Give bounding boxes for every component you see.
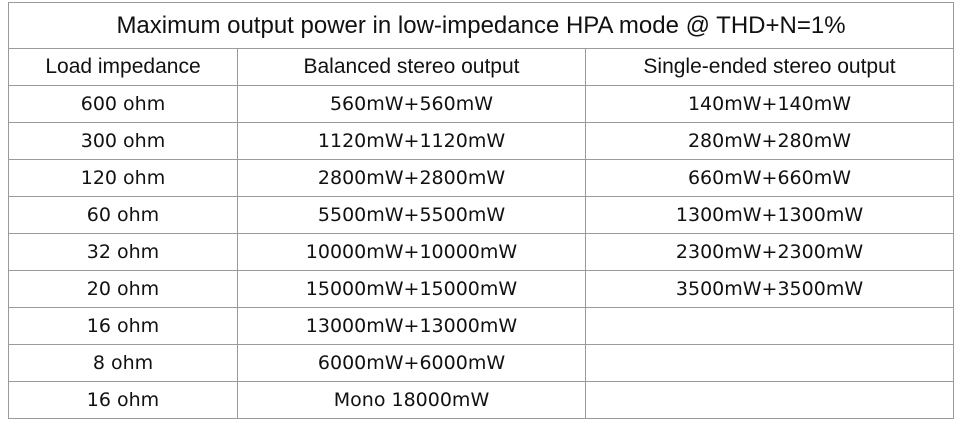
table-cell: 2300mW+2300mW: [585, 233, 954, 271]
table-cell: 5500mW+5500mW: [237, 196, 586, 234]
empty-cell: [585, 381, 954, 419]
table-cell: Mono 18000mW: [237, 381, 586, 419]
table-row: 16 ohm Mono 18000mW: [8, 381, 954, 419]
table-row: 20 ohm 15000mW+15000mW 3500mW+3500mW: [8, 270, 954, 308]
table-cell: 600 ohm: [8, 85, 238, 123]
table-cell: 16 ohm: [8, 307, 238, 345]
header-row: Load impedance Balanced stereo output Sing…: [8, 48, 954, 86]
title-row: Maximum output power in low-impedance HP…: [8, 2, 954, 49]
table-cell: 300 ohm: [8, 122, 238, 160]
table-cell: 8 ohm: [8, 344, 238, 382]
table-cell: 13000mW+13000mW: [237, 307, 586, 345]
table-cell: 15000mW+15000mW: [237, 270, 586, 308]
table-cell: 6000mW+6000mW: [237, 344, 586, 382]
table-row: 32 ohm 10000mW+10000mW 2300mW+2300mW: [8, 233, 954, 271]
table-cell: 32 ohm: [8, 233, 238, 271]
table-cell: 3500mW+3500mW: [585, 270, 954, 308]
table-row: 600 ohm 560mW+560mW 140mW+140mW: [8, 85, 954, 123]
table-cell: 16 ohm: [8, 381, 238, 419]
table-cell: 1300mW+1300mW: [585, 196, 954, 234]
header-cell: Load impedance: [8, 48, 238, 86]
table-cell: 2800mW+2800mW: [237, 159, 586, 197]
table-cell: 660mW+660mW: [585, 159, 954, 197]
table-row: 60 ohm 5500mW+5500mW 1300mW+1300mW: [8, 196, 954, 234]
power-table: Maximum output power in low-impedance HP…: [8, 2, 954, 419]
table-row: 8 ohm 6000mW+6000mW: [8, 344, 954, 382]
table-cell: 20 ohm: [8, 270, 238, 308]
table-row: 120 ohm 2800mW+2800mW 660mW+660mW: [8, 159, 954, 197]
header-cell: Single-ended stereo output: [585, 48, 954, 86]
table-cell: 560mW+560mW: [237, 85, 586, 123]
table-cell: 120 ohm: [8, 159, 238, 197]
table-cell: 1120mW+1120mW: [237, 122, 586, 160]
table-row: 300 ohm 1120mW+1120mW 280mW+280mW: [8, 122, 954, 160]
table-cell: 10000mW+10000mW: [237, 233, 586, 271]
table-row: 16 ohm 13000mW+13000mW: [8, 307, 954, 345]
header-cell: Balanced stereo output: [237, 48, 586, 86]
table-title: Maximum output power in low-impedance HP…: [8, 2, 954, 49]
empty-cell: [585, 344, 954, 382]
table-cell: 140mW+140mW: [585, 85, 954, 123]
table-cell: 280mW+280mW: [585, 122, 954, 160]
empty-cell: [585, 307, 954, 345]
table-body: 600 ohm 560mW+560mW 140mW+140mW 300 ohm 1120…: [8, 85, 954, 419]
table-cell: 60 ohm: [8, 196, 238, 234]
